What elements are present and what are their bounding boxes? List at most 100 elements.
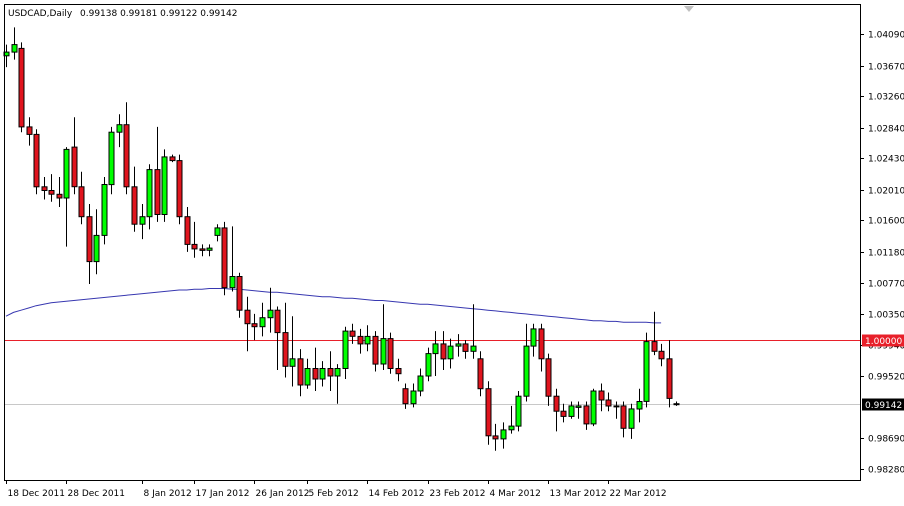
candle-body	[71, 146, 78, 188]
candle-body	[78, 186, 85, 218]
candle-body	[508, 425, 515, 431]
x-tick-label: 26 Jan 2012	[256, 489, 310, 499]
shift-marker-icon[interactable]	[684, 6, 694, 12]
candle-body	[18, 47, 25, 128]
candle-body	[41, 186, 48, 192]
candle-body	[470, 345, 477, 352]
time-axis: 18 Dec 2011 28 Dec 2011 8 Jan 2012 17 Jan 2…	[6, 480, 667, 499]
last-price-label-box	[862, 398, 904, 411]
candle-body	[568, 405, 575, 417]
candle-body	[244, 309, 251, 325]
candle-body	[447, 345, 454, 360]
candle-body	[304, 368, 311, 386]
candle-body	[410, 390, 417, 405]
candle-body	[500, 429, 507, 440]
candle-body	[605, 399, 612, 407]
candle-body	[297, 358, 304, 386]
candle-body	[184, 216, 191, 245]
candle-body	[93, 234, 100, 263]
candle-body	[327, 368, 334, 377]
candle-body	[417, 375, 424, 392]
candle-body	[282, 332, 289, 367]
candle-body	[199, 248, 206, 251]
candle-body	[214, 227, 221, 236]
candle-body	[673, 403, 680, 406]
candle-body	[643, 341, 650, 402]
candle-body	[334, 368, 341, 377]
candle-body	[590, 390, 597, 425]
candle-body	[289, 358, 296, 367]
candle-body	[349, 330, 356, 337]
y-tick-label: 1.02430	[868, 155, 904, 165]
x-tick-label: 14 Feb 2012	[369, 489, 425, 499]
price-level-label-box	[862, 334, 904, 347]
candle-body	[492, 435, 499, 440]
candle-body	[628, 408, 635, 429]
y-tick-label: 1.01600	[868, 217, 904, 227]
candle-body	[139, 216, 146, 225]
candle-body	[364, 335, 371, 345]
candle-body	[477, 358, 484, 390]
candle-body	[259, 317, 266, 328]
candle-body	[274, 309, 281, 334]
candle-body	[26, 126, 33, 135]
x-tick-label: 18 Dec 2011	[8, 489, 66, 499]
candle-body	[575, 405, 582, 408]
candle-body	[191, 243, 198, 250]
candle-body	[583, 405, 590, 425]
candle-body	[560, 410, 567, 417]
candle-body	[251, 323, 258, 328]
candle-body	[651, 341, 658, 352]
x-tick-label: 17 Jan 2012	[196, 489, 250, 499]
candle-body	[11, 44, 18, 53]
moving-average-layer	[5, 288, 662, 324]
candle-body	[221, 227, 228, 289]
y-tick-label: 0.99520	[868, 373, 904, 383]
candle-body	[613, 405, 620, 408]
candle-body	[636, 401, 643, 410]
x-tick-label: 23 Feb 2012	[430, 489, 486, 499]
candles-layer	[3, 27, 680, 451]
price-axis: 1.04090 1.03670 1.03260 1.02840 1.02430 1.020…	[860, 31, 904, 476]
y-tick-label: 0.98280	[868, 466, 904, 476]
x-tick-label: 5 Feb 2012	[309, 489, 359, 499]
candle-body	[319, 368, 326, 380]
y-tick-label: 1.00350	[868, 311, 904, 321]
chart-symbol-label: USDCAD,Daily	[8, 9, 73, 19]
candle-body	[380, 338, 387, 365]
candle-body	[108, 131, 115, 186]
candle-body	[176, 160, 183, 218]
chart-ohlc-label: 0.99138 0.99181 0.99122 0.99142	[80, 9, 237, 19]
candle-body	[387, 338, 394, 370]
plot-frame	[4, 4, 861, 481]
y-tick-label: 1.00770	[868, 280, 904, 290]
candle-body	[63, 148, 70, 199]
candle-body	[545, 358, 552, 397]
candle-body	[123, 124, 130, 188]
candle-body	[515, 395, 522, 427]
candle-body	[56, 193, 63, 199]
last-price-label: 0.99142	[865, 401, 902, 411]
x-tick-label: 13 Mar 2012	[550, 489, 607, 499]
candle-body	[161, 156, 168, 215]
candle-body	[86, 216, 93, 263]
x-tick-label: 8 Jan 2012	[144, 489, 192, 499]
y-tick-label: 1.02840	[868, 125, 904, 135]
candle-body	[530, 328, 537, 347]
y-tick-label: 1.03670	[868, 63, 904, 73]
candle-body	[620, 405, 627, 429]
candle-body	[101, 184, 108, 236]
candle-body	[229, 276, 236, 289]
candle-body	[342, 330, 349, 370]
candle-body	[440, 343, 447, 360]
y-tick-label: 1.02010	[868, 187, 904, 197]
candle-body	[553, 395, 560, 412]
candle-body	[312, 368, 319, 380]
candle-body	[206, 247, 213, 251]
candle-body	[598, 390, 605, 401]
y-tick-label: 1.03260	[868, 93, 904, 103]
candle-body	[33, 133, 40, 188]
